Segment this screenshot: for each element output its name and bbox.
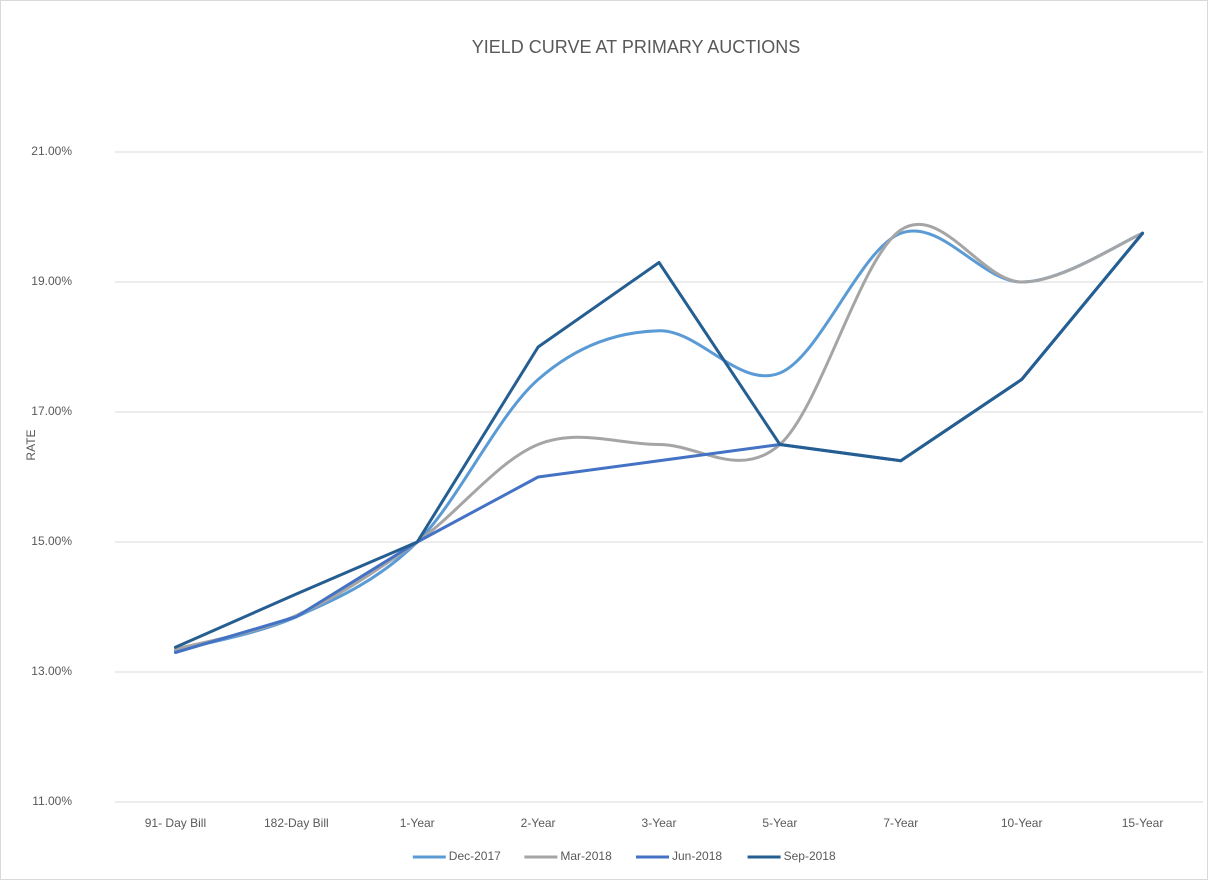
x-tick-label: 2-Year bbox=[521, 816, 556, 830]
y-tick-label: 15.00% bbox=[31, 534, 72, 548]
y-tick-label: 13.00% bbox=[31, 664, 72, 678]
legend-label: Mar-2018 bbox=[560, 849, 612, 863]
x-tick-label: 7-Year bbox=[883, 816, 918, 830]
x-tick-label: 10-Year bbox=[1001, 816, 1043, 830]
legend-label: Dec-2017 bbox=[449, 849, 501, 863]
legend-label: Jun-2018 bbox=[672, 849, 722, 863]
y-tick-label: 19.00% bbox=[31, 274, 72, 288]
x-tick-label: 182-Day Bill bbox=[264, 816, 329, 830]
y-tick-label: 11.00% bbox=[32, 794, 72, 808]
series-line bbox=[173, 229, 1145, 653]
legend-label: Sep-2018 bbox=[784, 849, 836, 863]
series-line bbox=[173, 231, 1145, 649]
chart-title: YIELD CURVE AT PRIMARY AUCTIONS bbox=[472, 37, 800, 57]
y-axis-label: RATE bbox=[24, 429, 38, 460]
x-tick-label: 1-Year bbox=[400, 816, 435, 830]
x-tick-label: 5-Year bbox=[762, 816, 797, 830]
y-tick-label: 21.00% bbox=[31, 144, 72, 158]
x-tick-label: 91- Day Bill bbox=[145, 816, 206, 830]
x-tick-label: 3-Year bbox=[642, 816, 677, 830]
y-tick-label: 17.00% bbox=[31, 404, 72, 418]
x-tick-label: 15-Year bbox=[1122, 816, 1164, 830]
series-line bbox=[173, 222, 1145, 651]
